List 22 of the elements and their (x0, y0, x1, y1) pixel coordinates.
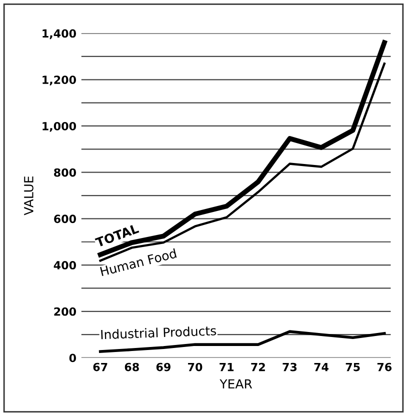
y-tick-label: 1,000 (42, 122, 76, 132)
x-tick-label: 69 (156, 362, 170, 372)
x-tick-label: 74 (314, 362, 328, 372)
y-tick-label: 800 (54, 168, 76, 177)
x-tick-label: 71 (220, 362, 234, 372)
x-tick-label: 73 (282, 362, 297, 372)
x-axis-title: YEAR (220, 379, 252, 388)
y-tick-label: 400 (54, 261, 76, 270)
y-tick-label: 200 (54, 307, 76, 316)
y-tick-label: 1,200 (42, 76, 76, 86)
x-tick-label: 75 (346, 362, 360, 372)
x-tick-label: 76 (377, 362, 392, 372)
y-axis-title: VALUE (24, 176, 34, 216)
y-tick-label: 0 (69, 354, 76, 362)
x-tick-label: 70 (188, 362, 202, 372)
x-tick-label: 67 (93, 362, 108, 372)
series-label: Industrial Products (101, 326, 216, 340)
y-tick-label: 600 (54, 214, 76, 224)
x-tick-label: 72 (251, 362, 265, 372)
y-tick-label: 1,400 (42, 29, 76, 40)
text: Human Food (100, 248, 177, 276)
x-tick-label: 68 (124, 362, 139, 372)
